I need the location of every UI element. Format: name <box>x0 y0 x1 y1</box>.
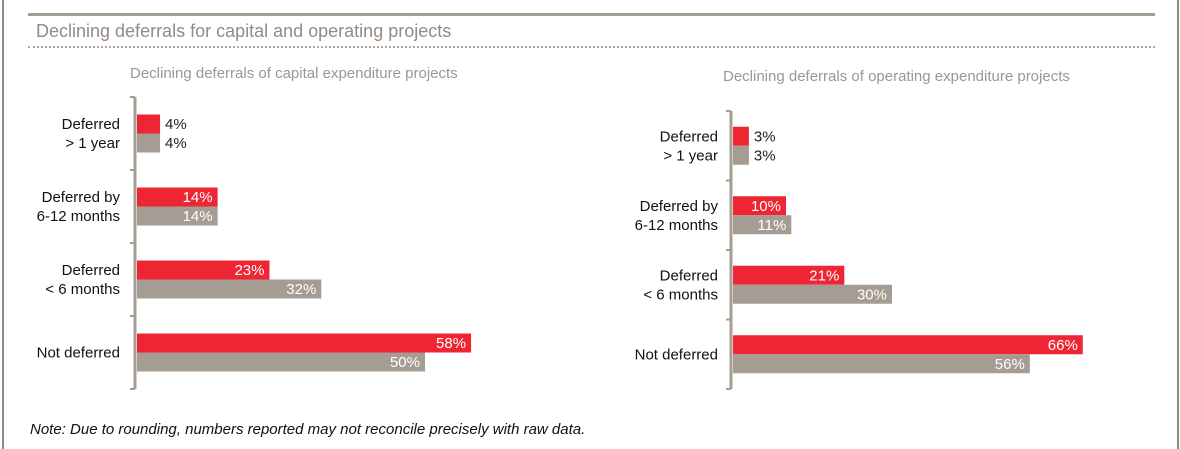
data-label: 58% <box>436 335 466 352</box>
data-label: 10% <box>751 198 781 215</box>
frame-right-border <box>1177 0 1179 449</box>
bar-gray <box>137 352 425 372</box>
bar-red <box>137 260 270 280</box>
category-label: Deferred <box>62 116 120 133</box>
bar-gray <box>137 206 218 226</box>
footnote: Note: Due to rounding, numbers reported … <box>30 421 586 438</box>
category-label: Deferred by <box>640 198 719 215</box>
bar-gray <box>137 279 322 299</box>
data-label: 66% <box>1048 337 1078 354</box>
data-label: 50% <box>390 354 420 371</box>
bar-gray <box>733 215 792 235</box>
bar-red <box>733 335 1083 355</box>
bar-gray <box>733 354 1030 374</box>
data-label: 30% <box>857 286 887 303</box>
category-label: Not deferred <box>37 345 120 362</box>
data-label: 32% <box>286 281 316 298</box>
frame-left-border <box>2 0 4 449</box>
data-label: 4% <box>165 135 187 152</box>
bar-red <box>733 265 845 285</box>
bar-gray <box>733 145 749 165</box>
bar-red <box>137 114 161 134</box>
data-label: 14% <box>183 208 213 225</box>
top-rule <box>28 13 1155 16</box>
bar-red <box>733 126 749 146</box>
category-label: Deferred <box>660 128 718 145</box>
data-label: 3% <box>754 147 776 164</box>
bar-red <box>137 187 218 207</box>
bar-red <box>137 333 472 353</box>
data-label: 56% <box>995 356 1025 373</box>
page-title: Declining deferrals for capital and oper… <box>36 21 452 41</box>
category-label: Deferred by <box>42 189 121 206</box>
bar-gray <box>137 133 161 153</box>
category-label: Not deferred <box>635 346 718 363</box>
data-label: 11% <box>757 217 786 234</box>
category-label: > 1 year <box>663 147 718 164</box>
data-label: 3% <box>754 128 776 145</box>
chart-title-capital: Declining deferrals of capital expenditu… <box>130 65 458 82</box>
dotted-divider <box>28 46 1155 48</box>
chart-title-operating: Declining deferrals of operating expendi… <box>723 68 1070 85</box>
data-label: 14% <box>183 189 213 206</box>
bar-gray <box>733 284 892 304</box>
category-label: Deferred <box>62 262 120 279</box>
category-label: < 6 months <box>45 281 120 298</box>
data-label: 23% <box>234 262 264 279</box>
data-label: 4% <box>165 116 187 133</box>
category-label: < 6 months <box>643 286 718 303</box>
category-label: > 1 year <box>65 135 120 152</box>
category-label: Deferred <box>660 267 718 284</box>
category-label: 6-12 months <box>37 208 120 225</box>
category-label: 6-12 months <box>635 217 718 234</box>
data-label: 21% <box>809 267 839 284</box>
bar-red <box>733 196 786 216</box>
